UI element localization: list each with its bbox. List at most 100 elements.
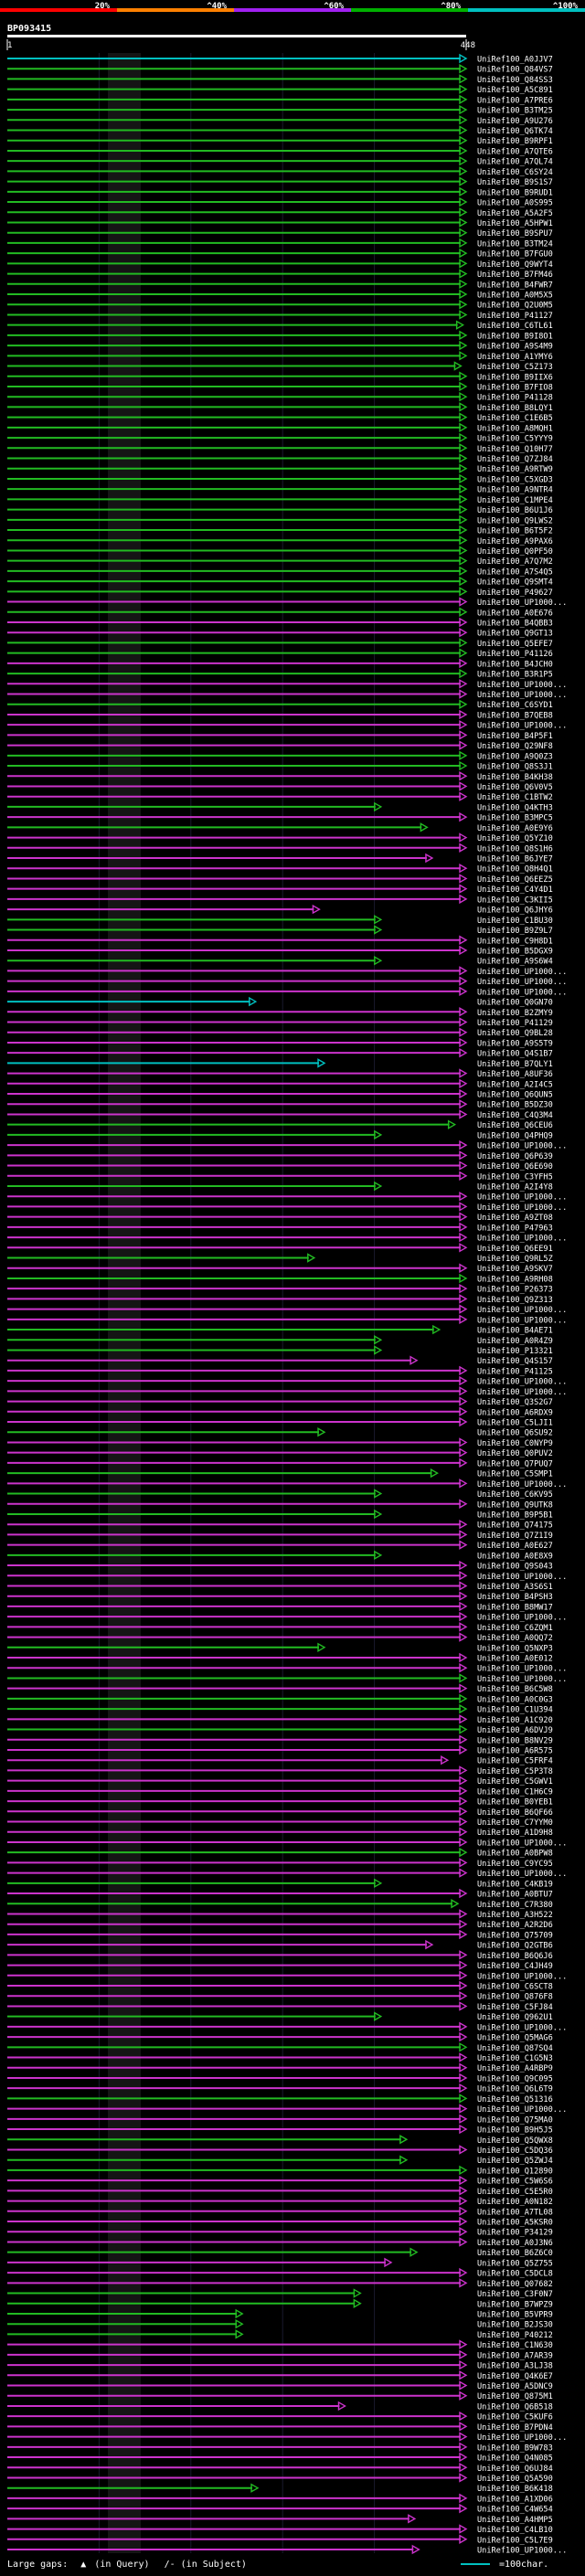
hit-arrowhead	[235, 2308, 244, 2319]
hit-label: UniRef100_Q6SU92	[477, 1429, 553, 1438]
hit-arrowhead	[459, 463, 468, 473]
hit-arrowhead	[459, 279, 468, 290]
hit-label: UniRef100_UP1000...	[477, 1203, 567, 1213]
hit-label: UniRef100_Q6EEZ5	[477, 875, 553, 885]
hit-label: UniRef100_Q6EE91	[477, 1245, 553, 1254]
hit-arrowhead	[459, 771, 468, 781]
hit-label: UniRef100_Q8S3J1	[477, 763, 553, 772]
hit-arrowhead	[459, 1294, 468, 1304]
hit-arrowhead	[447, 1119, 457, 1129]
hit-arrowhead	[459, 976, 468, 986]
hit-label: UniRef100_B4FWR7	[477, 281, 553, 290]
hit-label: UniRef100_P47963	[477, 1224, 553, 1233]
hit-label: UniRef100_B0YEB1	[477, 1798, 553, 1807]
hit-label: UniRef100_A9NTR4	[477, 486, 553, 495]
hit-arrowhead	[459, 2380, 468, 2390]
hit-label: UniRef100_Q8S1H6	[477, 844, 553, 853]
hit-label: UniRef100_Q75709	[477, 1931, 553, 1940]
hit-label: UniRef100_Q6UJ84	[477, 2465, 553, 2474]
hit-label: UniRef100_Q7Z1I9	[477, 1532, 553, 1541]
hit-label: UniRef100_Q4KTH3	[477, 803, 553, 812]
hit-label: UniRef100_Q5ZWJ4	[477, 2157, 553, 2166]
hit-arrowhead	[374, 955, 383, 966]
hit-arrowhead	[459, 259, 468, 269]
hit-label: UniRef100_UP1000...	[477, 1665, 567, 1674]
hit-label: UniRef100_A9ZT08	[477, 1214, 553, 1223]
hit-label: UniRef100_B4AE71	[477, 1327, 553, 1336]
hit-arrowhead	[459, 566, 468, 577]
hit-label: UniRef100_Q9S043	[477, 1563, 553, 1572]
hit-label: UniRef100_C1BTW2	[477, 793, 553, 802]
hit-arrowhead	[459, 1109, 468, 1119]
hit-arrowhead	[459, 1099, 468, 1109]
hit-arrowhead	[459, 371, 468, 381]
hit-label: UniRef100_UP1000...	[477, 2023, 567, 2032]
hit-arrowhead	[459, 207, 468, 217]
hit-label: UniRef100_A0E8X9	[477, 1552, 553, 1561]
hit-label: UniRef100_C5GWV1	[477, 1777, 553, 1786]
hit-arrowhead	[459, 1970, 468, 1980]
hit-label: UniRef100_B9P5B1	[477, 1511, 553, 1520]
hit-arrowhead	[459, 1622, 468, 1632]
legend: Large gaps: ▲ (in Query) /- (in Subject)…	[7, 2559, 578, 2571]
hit-arrowhead	[459, 1611, 468, 1622]
hit-label: UniRef100_A4HMP5	[477, 2516, 553, 2525]
hit-arrowhead	[410, 1355, 419, 1365]
legend-scale: =100char.	[498, 2560, 549, 2570]
hit-label: UniRef100_A0C0G3	[477, 1695, 553, 1704]
hit-label: UniRef100_Q876F8	[477, 1993, 553, 2002]
hit-label: UniRef100_A9RTW9	[477, 465, 553, 474]
hit-label: UniRef100_B9RUD1	[477, 188, 553, 197]
hit-arrowhead	[459, 1807, 468, 1817]
hit-arrowhead	[353, 2298, 362, 2308]
hit-arrowhead	[430, 1468, 439, 1479]
hit-label: UniRef100_C1H6C9	[477, 1787, 553, 1797]
hit-arrowhead	[459, 966, 468, 976]
hit-arrowhead	[459, 1161, 468, 1171]
hit-arrowhead	[459, 1416, 468, 1427]
hit-arrowhead	[459, 1765, 468, 1776]
hit-label: UniRef100_A0M5X5	[477, 292, 553, 301]
hit-label: UniRef100_P40212	[477, 2331, 553, 2340]
hit-label: UniRef100_Q9Z313	[477, 1296, 553, 1305]
hit-label: UniRef100_A5HPW1	[477, 219, 553, 228]
hit-label: UniRef100_Q6E690	[477, 1162, 553, 1171]
hit-label: UniRef100_UP1000...	[477, 691, 567, 700]
hit-arrowhead	[459, 310, 468, 320]
hit-arrowhead	[459, 1171, 468, 1181]
hit-arrowhead	[459, 689, 468, 699]
hit-arrowhead	[459, 658, 468, 669]
hit-label: UniRef100_UP1000...	[477, 968, 567, 977]
hit-arrowhead	[384, 2257, 393, 2268]
hit-label: UniRef100_UP1000...	[477, 988, 567, 997]
hit-label: UniRef100_A7Q7M2	[477, 557, 553, 567]
hit-arrowhead	[459, 176, 468, 186]
hit-arrowhead	[317, 1058, 326, 1068]
hit-label: UniRef100_C6TL61	[477, 322, 553, 331]
hit-arrowhead	[459, 1519, 468, 1530]
hit-label: UniRef100_Q74175	[477, 1521, 553, 1531]
hit-arrowhead	[459, 1007, 468, 1017]
hit-label: UniRef100_UP1000...	[477, 722, 567, 731]
hit-arrowhead	[455, 320, 465, 330]
hit-arrowhead	[459, 1375, 468, 1386]
hit-arrowhead	[459, 2186, 468, 2196]
hit-label: UniRef100_A9U276	[477, 117, 553, 126]
hit-label: UniRef100_Q9RL5Z	[477, 1255, 553, 1264]
hit-label: UniRef100_C5YYY9	[477, 435, 553, 444]
hit-arrowhead	[459, 2237, 468, 2247]
hit-arrowhead	[459, 945, 468, 956]
hit-arrowhead	[459, 1396, 468, 1406]
hit-label: UniRef100_Q4PHQ9	[477, 1131, 553, 1140]
hit-arrowhead	[459, 648, 468, 658]
hit-arrowhead	[459, 864, 468, 874]
hit-arrowhead	[235, 2318, 244, 2329]
hit-arrowhead	[459, 2463, 468, 2473]
hit-label: UniRef100_A2R2D6	[477, 1921, 553, 1930]
hit-label: UniRef100_B9RPF1	[477, 137, 553, 146]
hit-arrowhead	[459, 1365, 468, 1376]
hit-label: UniRef100_B7WPZ9	[477, 2300, 553, 2309]
hit-label: UniRef100_A3H522	[477, 1911, 553, 1920]
hit-label: UniRef100_P26373	[477, 1286, 553, 1295]
